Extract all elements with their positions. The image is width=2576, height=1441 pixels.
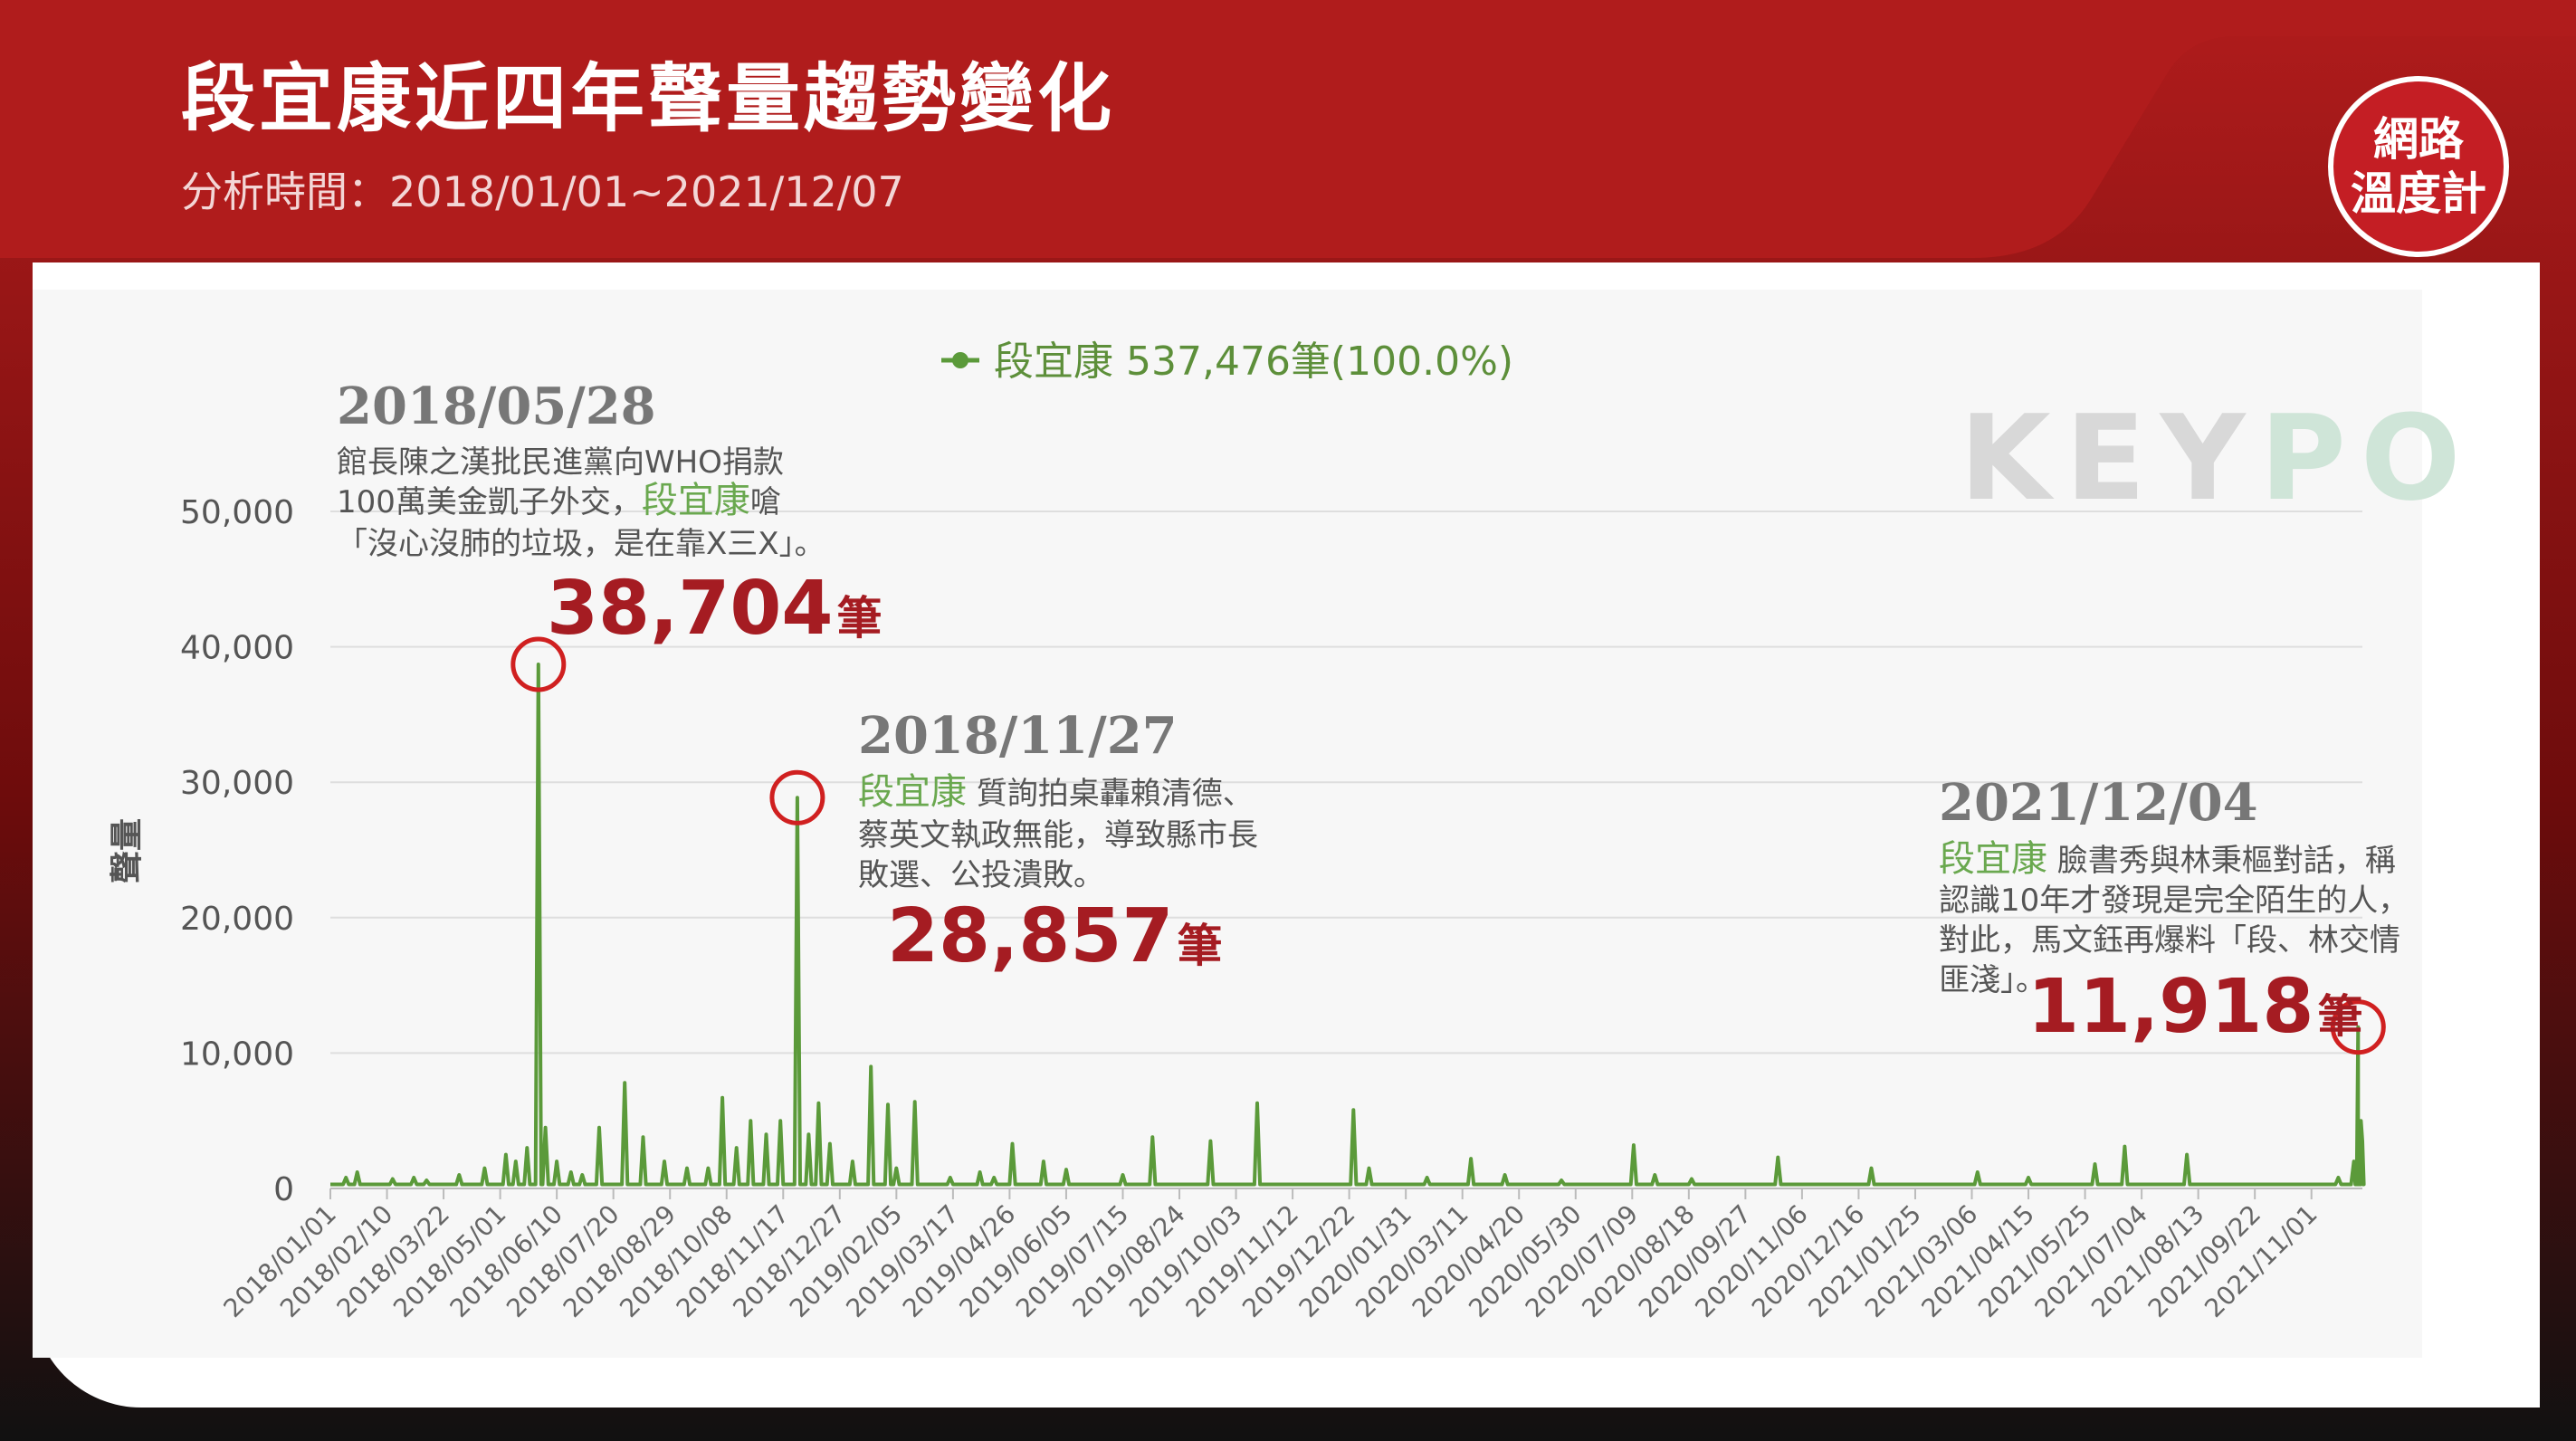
header-background — [0, 0, 2576, 258]
keypo-watermark: KEYPO — [1960, 389, 2475, 527]
watermark-left: KEY — [1960, 389, 2260, 527]
y-axis-label: 聲量 — [109, 818, 146, 883]
legend-label: 段宜康 537,476筆(100.0%) — [994, 339, 1513, 385]
annotation-value: 38,704筆 — [547, 566, 882, 652]
page-title: 段宜康近四年聲量趨勢變化 — [181, 56, 1116, 142]
page-subtitle: 分析時間：2018/01/01~2021/12/07 — [181, 167, 904, 216]
watermark-right: PO — [2259, 389, 2476, 527]
annotation-text: 「沒心沒肺的垃圾，是在靠X三X」。 — [337, 526, 825, 562]
annotation-text: 館長陳之漢批民進黨向WHO捐款 — [337, 444, 784, 481]
annotation-text: 敗選、公投潰敗。 — [858, 857, 1104, 893]
logo-line-1: 網路 — [2373, 113, 2464, 166]
annotation-text: 對此，馬文鈺再爆料「段、林交情 — [1939, 922, 2400, 959]
y-tick-label: 50,000 — [180, 494, 294, 531]
annotation-date: 2018/05/28 — [337, 377, 656, 436]
annotation-date: 2018/11/27 — [858, 706, 1178, 766]
annotation-text: 認識10年才發現是完全陌生的人， — [1939, 883, 2409, 919]
y-tick-label: 10,000 — [180, 1035, 294, 1073]
y-tick-label: 40,000 — [180, 630, 294, 667]
brand-logo: 網路 溫度計 — [2328, 76, 2509, 257]
annotation-text: 段宜康 質詢拍桌轟賴清德、 — [858, 771, 1254, 813]
annotation-marker — [2330, 999, 2386, 1055]
annotation-value: 11,918筆 — [2027, 964, 2362, 1050]
annotation-date: 2021/12/04 — [1939, 773, 2258, 833]
y-tick-label: 0 — [273, 1171, 294, 1208]
series-line — [330, 663, 2366, 1187]
legend-marker — [952, 352, 968, 368]
annotation-text: 100萬美金凱子外交，段宜康嗆 — [337, 480, 781, 521]
logo-line-2: 溫度計 — [2351, 167, 2486, 220]
y-tick-label: 30,000 — [180, 765, 294, 802]
annotation-marker — [769, 769, 825, 825]
chart-card — [33, 262, 2540, 1408]
annotation-marker — [510, 636, 567, 692]
y-tick-label: 20,000 — [180, 901, 294, 938]
annotation-text: 蔡英文執政無能，導致縣市長 — [858, 817, 1258, 854]
annotation-text: 匪淺」。 — [1939, 962, 2046, 998]
annotation-value: 28,857筆 — [887, 893, 1222, 979]
chart-area — [33, 290, 2422, 1358]
annotation-text: 段宜康 臉書秀與林秉樞對話，稱 — [1939, 838, 2396, 880]
